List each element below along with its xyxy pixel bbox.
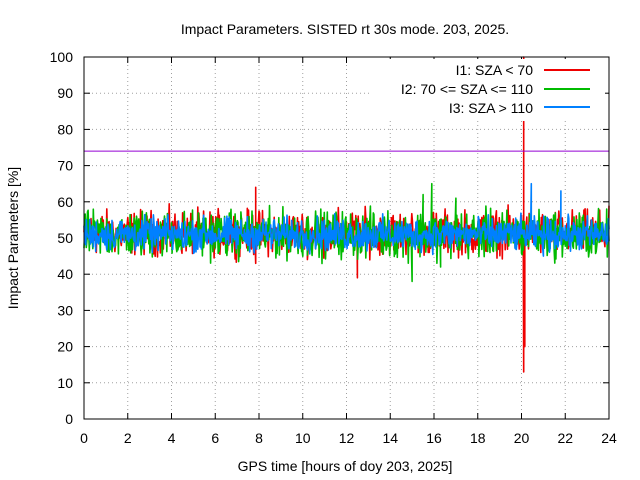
legend-label-i2: I2: 70 <= SZA <= 110 <box>401 81 533 97</box>
chart-title: Impact Parameters. SISTED rt 30s mode. 2… <box>181 21 509 37</box>
y-axis-ticks: 0 10 20 30 40 50 60 70 80 90 100 <box>50 49 609 427</box>
y-tick-label: 0 <box>65 411 73 427</box>
x-tick-label: 18 <box>470 430 486 446</box>
x-tick-label: 6 <box>211 430 219 446</box>
x-tick-label: 24 <box>601 430 617 446</box>
series-line-i3 <box>83 182 610 257</box>
y-tick-label: 30 <box>57 302 73 318</box>
x-tick-label: 10 <box>295 430 311 446</box>
y-tick-label: 100 <box>50 49 74 65</box>
x-tick-label: 8 <box>255 430 263 446</box>
x-tick-label: 16 <box>426 430 442 446</box>
x-tick-label: 2 <box>124 430 132 446</box>
x-tick-label: 20 <box>514 430 530 446</box>
y-tick-label: 10 <box>57 375 73 391</box>
x-tick-label: 4 <box>168 430 176 446</box>
x-tick-label: 0 <box>80 430 88 446</box>
legend: I1: SZA < 70 I2: 70 <= SZA <= 110 I3: SZ… <box>370 59 605 121</box>
x-axis-label: GPS time [hours of doy 203, 2025] <box>238 458 453 474</box>
y-axis-label: Impact Parameters [%] <box>5 167 21 309</box>
legend-label-i3: I3: SZA > 110 <box>449 100 533 116</box>
legend-label-i1: I1: SZA < 70 <box>456 62 534 78</box>
y-tick-label: 80 <box>57 121 73 137</box>
y-tick-label: 60 <box>57 194 73 210</box>
y-tick-label: 20 <box>57 339 73 355</box>
y-tick-label: 50 <box>57 230 73 246</box>
plot-frame <box>83 56 610 420</box>
y-tick-label: 70 <box>57 158 73 174</box>
x-tick-label: 14 <box>382 430 398 446</box>
series-layer <box>83 56 610 373</box>
y-tick-label: 90 <box>57 85 73 101</box>
x-tick-label: 12 <box>339 430 355 446</box>
x-tick-label: 22 <box>557 430 573 446</box>
y-tick-label: 40 <box>57 266 73 282</box>
